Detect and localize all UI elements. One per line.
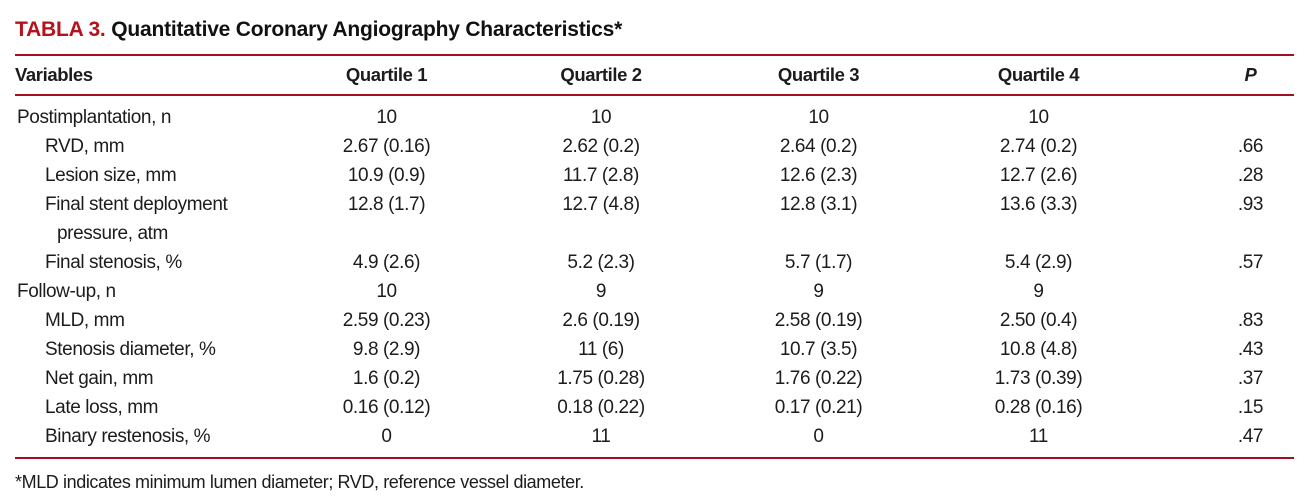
- table-row: Late loss, mm 0.16 (0.12) 0.18 (0.22) 0.17 …: [15, 393, 1294, 422]
- table-row: MLD, mm 2.59 (0.23) 2.6 (0.19) 2.58 (0.19) 2…: [15, 306, 1294, 335]
- table-title-text: Quantitative Coronary Angiography Charac…: [111, 18, 623, 41]
- table-row: Postimplantation, n 10 10 10 10: [15, 95, 1294, 132]
- table-cell: 5.2 (2.3): [567, 252, 635, 273]
- row-label: Final stenosis, %: [45, 252, 182, 273]
- row-label: Net gain, mm: [45, 368, 154, 389]
- table-cell: 2.58 (0.19): [774, 310, 863, 331]
- column-header-quartile-2: Quartile 2: [493, 55, 709, 96]
- table-cell: 10: [590, 107, 612, 128]
- column-header-quartile-4: Quartile 4: [928, 55, 1149, 96]
- p-value-cell: .93: [1237, 194, 1264, 215]
- table-cell: 2.74 (0.2): [999, 136, 1078, 157]
- table-row: Stenosis diameter, % 9.8 (2.9) 11 (6) 10.7 …: [15, 335, 1294, 364]
- table-cell: 5.7 (1.7): [784, 252, 853, 273]
- row-label-continuation: pressure, atm: [57, 223, 168, 244]
- table-cell: 1.73 (0.39): [994, 368, 1083, 389]
- table-cell: 10: [376, 107, 397, 128]
- row-label: Lesion size, mm: [45, 165, 177, 186]
- table-footnote: *MLD indicates minimum lumen diameter; R…: [15, 472, 584, 492]
- table-row: Follow-up, n 10 9 9 9: [15, 277, 1294, 306]
- table-cell: 0.28 (0.16): [994, 397, 1083, 418]
- p-value-cell: .43: [1237, 339, 1264, 360]
- table-body: Postimplantation, n 10 10 10 10 RVD, mm 2.67 (…: [15, 95, 1294, 458]
- column-header-quartile-1: Quartile 1: [280, 55, 493, 96]
- table-cell: 2.59 (0.23): [342, 310, 431, 331]
- p-value-cell: [1149, 277, 1294, 306]
- column-header-variables: Variables: [15, 55, 280, 96]
- table-row: Final stenosis, % 4.9 (2.6) 5.2 (2.3) 5.7 (…: [15, 248, 1294, 277]
- table-cell: 2.67 (0.16): [342, 136, 431, 157]
- row-label: RVD, mm: [45, 136, 125, 157]
- table-cell: 13.6 (3.3): [999, 194, 1078, 215]
- table-cell: 10: [808, 107, 829, 128]
- table-row: Net gain, mm 1.6 (0.2) 1.75 (0.28) 1.76 (0.…: [15, 364, 1294, 393]
- table-cell: 0.17 (0.21): [774, 397, 863, 418]
- p-value-cell: .15: [1237, 397, 1264, 418]
- row-label: Binary restenosis, %: [45, 426, 211, 447]
- row-label: Postimplantation, n: [17, 107, 171, 128]
- table-cell: 2.6 (0.19): [562, 310, 640, 331]
- table-row: RVD, mm 2.67 (0.16) 2.62 (0.2) 2.64 (0.2) 2.…: [15, 132, 1294, 161]
- row-label: Final stent deployment pressure, atm: [15, 190, 280, 248]
- table-cell: 10: [376, 281, 397, 302]
- table-cell: 10.9 (0.9): [347, 165, 426, 186]
- table-cell: 10: [1028, 107, 1049, 128]
- table-cell: 0.16 (0.12): [342, 397, 431, 418]
- table-row: Binary restenosis, % 0 11 0 11 .47: [15, 422, 1294, 458]
- table-cell: 2.62 (0.2): [562, 136, 640, 157]
- column-header-p: P: [1149, 55, 1294, 96]
- table-cell: 1.75 (0.28): [557, 368, 645, 389]
- row-label: Stenosis diameter, %: [45, 339, 216, 360]
- row-label: MLD, mm: [45, 310, 125, 331]
- table-cell: 1.6 (0.2): [352, 368, 421, 389]
- table-cell: 10.7 (3.5): [779, 339, 858, 360]
- p-value-cell: .28: [1237, 165, 1264, 186]
- table-cell: 12.7 (2.6): [999, 165, 1078, 186]
- table-cell: 9.8 (2.9): [352, 339, 421, 360]
- p-value-cell: [1149, 95, 1294, 132]
- p-value-cell: .37: [1237, 368, 1264, 389]
- table-number-label: TABLA 3.: [15, 18, 106, 41]
- table-cell: 5.4 (2.9): [1004, 252, 1073, 273]
- table-cell: 0: [381, 426, 392, 447]
- table-cell: 9: [1033, 281, 1044, 302]
- table-cell: 11.7 (2.8): [563, 165, 639, 186]
- table-cell: 4.9 (2.6): [352, 252, 421, 273]
- table-cell: 12.8 (1.7): [347, 194, 426, 215]
- row-label: Follow-up, n: [17, 281, 116, 302]
- table-cell: 10.8 (4.8): [999, 339, 1078, 360]
- table-row: Final stent deployment pressure, atm 12.8 …: [15, 190, 1294, 248]
- table-cell: 12.8 (3.1): [779, 194, 858, 215]
- table-cell: 11 (6): [578, 339, 624, 360]
- table-title: TABLA 3. Quantitative Coronary Angiograp…: [15, 18, 1294, 42]
- column-header-quartile-3: Quartile 3: [709, 55, 928, 96]
- table-cell: 2.64 (0.2): [779, 136, 858, 157]
- p-value-cell: .83: [1237, 310, 1264, 331]
- table-cell: 11: [591, 426, 611, 447]
- table-cell: 12.6 (2.3): [779, 165, 858, 186]
- table-cell: 0.18 (0.22): [557, 397, 645, 418]
- table-cell: 9: [595, 281, 607, 302]
- table-cell: 11: [1029, 426, 1048, 447]
- p-value-cell: .66: [1237, 136, 1264, 157]
- table-cell: 1.76 (0.22): [774, 368, 863, 389]
- table-row: Lesion size, mm 10.9 (0.9) 11.7 (2.8) 12.6 …: [15, 161, 1294, 190]
- table-cell: 12.7 (4.8): [562, 194, 640, 215]
- p-value-cell: .47: [1237, 426, 1264, 447]
- p-value-cell: .57: [1237, 252, 1264, 273]
- table-cell: 2.50 (0.4): [999, 310, 1078, 331]
- row-label: Late loss, mm: [45, 397, 159, 418]
- table-cell: 9: [813, 281, 824, 302]
- table-cell: 0: [813, 426, 824, 447]
